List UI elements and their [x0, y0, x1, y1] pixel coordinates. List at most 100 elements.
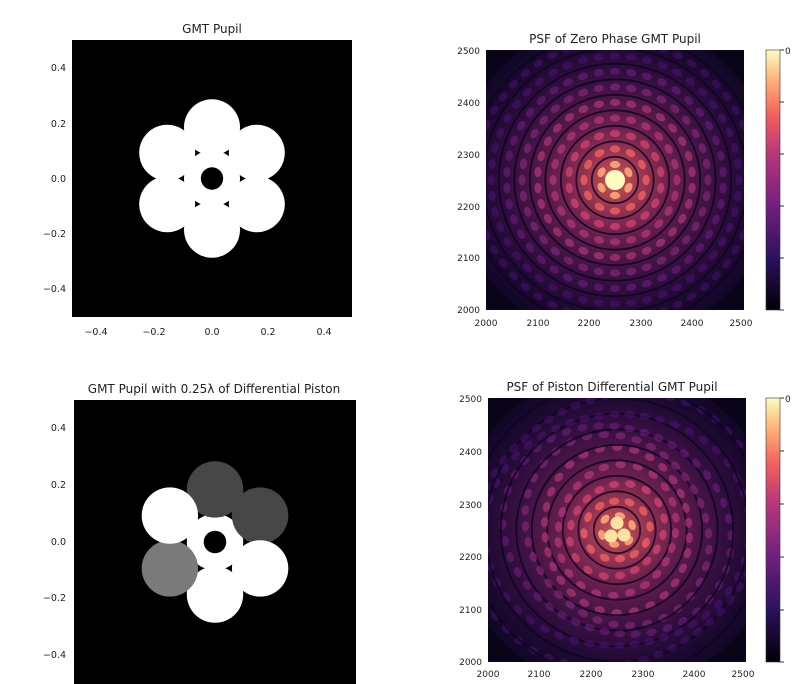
psf-dark-ring	[488, 398, 746, 662]
psf-speckle	[686, 292, 697, 301]
psf-speckle	[570, 618, 581, 626]
y-tick-label: 0.2	[51, 119, 66, 130]
psf-speckle	[548, 283, 558, 292]
psf-speckle	[695, 243, 705, 253]
psf-speckle	[731, 206, 739, 218]
psf-speckle	[609, 191, 621, 200]
psf-speckle	[676, 488, 685, 499]
psf-speckle	[491, 206, 499, 218]
psf-speckle	[625, 252, 637, 260]
panel-title: PSF of Zero Phase GMT Pupil	[529, 32, 701, 46]
psf-speckle	[628, 520, 636, 531]
psf-speckle	[539, 624, 550, 634]
psf-speckle	[641, 296, 653, 304]
segment-lower-left	[139, 176, 196, 233]
psf-speckle	[593, 236, 605, 244]
psf-speckle	[642, 174, 650, 186]
psf-speckle	[670, 420, 680, 429]
psf-speckle	[593, 252, 605, 260]
psf-speckle	[469, 529, 477, 540]
psf-speckle	[584, 512, 593, 523]
psf-speckle	[491, 142, 499, 154]
psf-speckle	[509, 79, 518, 89]
psf-speckle	[554, 472, 564, 482]
psf-speckle	[750, 469, 761, 481]
psf-speckle	[580, 528, 588, 539]
psf-speckle	[684, 198, 693, 210]
psf-dark-ring	[575, 140, 655, 220]
psf-speckle	[614, 641, 625, 649]
psf-speckle	[700, 282, 710, 292]
psf-speckle	[542, 501, 551, 512]
psf-speckle	[524, 536, 532, 548]
psf-speckle	[651, 151, 660, 162]
psf-speckle	[591, 589, 602, 597]
central-obscuration	[203, 530, 227, 554]
psf-speckle	[698, 143, 707, 154]
segment-bottom	[186, 566, 244, 623]
psf-speckle	[472, 166, 480, 177]
psf-speckle	[624, 424, 635, 433]
psf-speckle	[641, 122, 651, 131]
y-tick-label: 0.4	[51, 63, 66, 74]
psf-speckle	[536, 96, 546, 105]
psf-speckle	[506, 552, 515, 563]
psf-speckle	[735, 174, 743, 186]
psf-speckle	[661, 556, 670, 567]
psf-speckle	[577, 72, 589, 81]
psf-speckle	[659, 529, 667, 541]
psf-speckle	[657, 273, 668, 282]
psf-speckle	[653, 650, 664, 659]
psf-speckle	[615, 432, 626, 440]
psf-speckle	[565, 166, 573, 178]
psf-speckle	[698, 435, 708, 445]
psf-speckle	[562, 307, 573, 310]
psf-speckle	[557, 144, 566, 154]
y-tick-label: 2300	[457, 151, 480, 161]
psf-speckle	[572, 481, 582, 491]
psf-speckle	[705, 544, 713, 555]
psf-speckle	[509, 443, 518, 453]
x-tick-label: 2100	[527, 319, 550, 329]
psf-speckle	[692, 458, 701, 468]
psf-speckle	[488, 481, 491, 492]
psf-speckle	[609, 52, 621, 60]
psf-speckle	[750, 166, 758, 177]
psf-speckle	[565, 460, 575, 469]
psf-speckle	[629, 566, 640, 574]
psf-speckle	[594, 412, 605, 420]
psf-dark-ring	[497, 62, 733, 298]
segment-upper-left	[141, 487, 199, 544]
psf-speckle	[570, 151, 579, 162]
psf-speckle	[702, 190, 711, 202]
psf-speckle	[685, 274, 696, 283]
psf-speckle	[472, 512, 480, 523]
psf-speckle	[667, 440, 677, 450]
psf-speckle	[521, 521, 530, 532]
psf-speckle	[503, 113, 512, 123]
x-axis: −0.4 −0.2 0.0 0.2 0.4	[84, 327, 331, 338]
psf-speckle	[549, 174, 557, 186]
psf-speckle	[556, 408, 567, 417]
psf-speckle	[704, 229, 714, 240]
psf-speckle	[608, 480, 620, 489]
psf-speckle	[664, 144, 673, 154]
psf-speckle	[664, 398, 675, 402]
psf-speckle	[712, 135, 720, 146]
psf-speckle	[593, 283, 604, 291]
psf-speckle	[487, 174, 495, 186]
psf-speckle	[655, 113, 666, 122]
psf-speckle	[652, 569, 662, 579]
psf-speckle	[641, 88, 652, 97]
psf-speckle	[646, 628, 657, 637]
psf-speckle	[722, 92, 732, 102]
psf-speckle	[659, 633, 670, 642]
psf-speckle	[609, 222, 621, 231]
psf-speckle	[731, 244, 740, 255]
psf-speckle	[639, 428, 650, 437]
panel-title: PSF of Piston Differential GMT Pupil	[506, 380, 717, 394]
psf-speckle	[549, 86, 559, 95]
psf-speckle	[755, 486, 765, 498]
psf-speckle	[536, 431, 546, 440]
psf-speckle	[644, 453, 655, 462]
